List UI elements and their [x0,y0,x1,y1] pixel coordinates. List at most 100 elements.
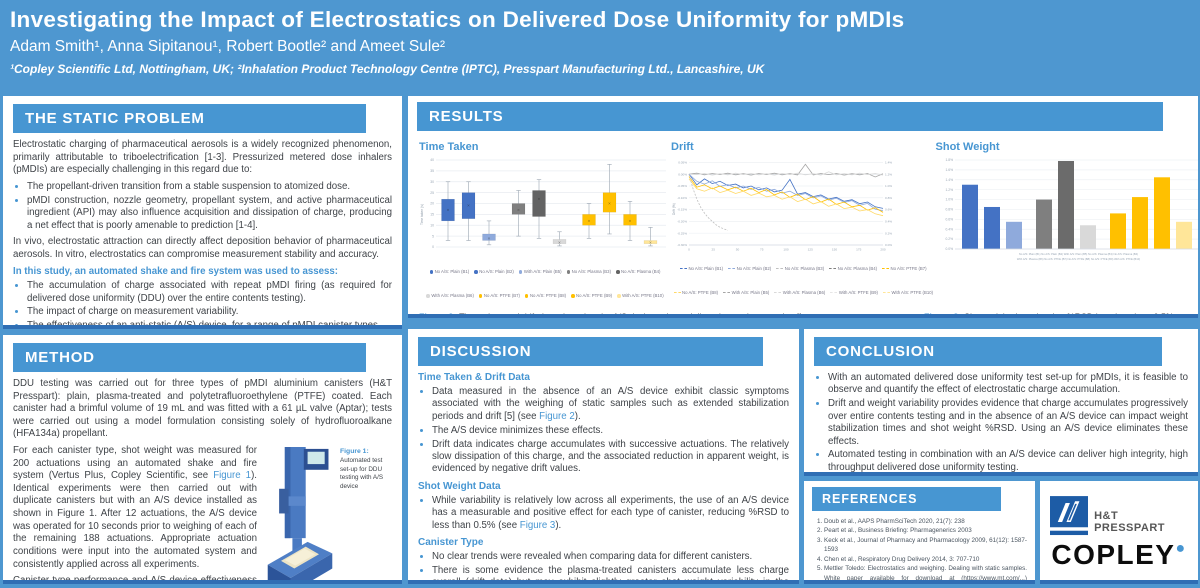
poster-header: Investigating the Impact of Electrostati… [0,0,1200,94]
references-list: Doub et al., AAPS PharmSciTech 2020, 21(… [812,517,1027,580]
list-item: The accumulation of charge associated wi… [27,280,392,305]
figure1-caption-text: Automated test set-up for DDU testing wi… [340,457,384,490]
list-item: The propellant-driven transition from a … [27,181,392,193]
legend-item: With A/S: Plain (B5) [518,269,562,275]
section-references: REFERENCES Doub et al., AAPS PharmSciTec… [804,481,1035,584]
section-static-problem: THE STATIC PROBLEM Electrostatic chargin… [3,96,402,329]
discussion-bullets-2: While variability is relatively low acro… [418,495,789,532]
svg-text:×: × [558,240,561,245]
time-taken-chart-col: Time Taken 0 5 10 15 20 25 30 35 40 Time taken (s… [419,137,671,305]
drift-line-chart: 0.05% 1.4% 0.00% 1.2% -0.05% 1.0% -0.10% 0.8% -0… [672,160,892,252]
svg-text:0.6%: 0.6% [885,208,892,212]
conclusion-bullets: With an automated delivered dose uniform… [814,372,1188,472]
legend-item: No A/S: Plasma (B3) [566,269,611,275]
legend-item: No A/S: Plain (B1) [429,269,469,275]
drift-legend: No A/S: Plain (B1) No A/S: Plain (B2) No A… [671,254,936,302]
svg-text:5: 5 [432,234,434,238]
figure1: Figure 1: Automated test set-up for DDU … [264,447,392,580]
legend-item: With A/S: PTFE (B10) [882,290,933,296]
svg-text:10: 10 [430,223,434,227]
svg-text:20: 20 [430,202,434,206]
list-item: Peart et al., Business Briefing: Pharmag… [824,526,1027,535]
svg-text:-0.30%: -0.30% [677,243,687,247]
list-item: Drift and weight variability provides ev… [828,398,1188,448]
poster-authors: Adam Smith¹, Anna Sipitanou¹, Robert Boo… [10,38,446,55]
svg-text:×: × [588,218,591,223]
list-item: No clear trends were revealed when compa… [432,551,789,563]
svg-text:0.2%: 0.2% [945,237,953,241]
svg-text:0.4%: 0.4% [885,219,892,223]
list-item: Mettler Toledo: Electrostatics and weigh… [824,564,1027,580]
svg-text:0.0%: 0.0% [885,243,892,247]
svg-text:1.2%: 1.2% [945,188,953,192]
drift-chart-col: Drift 0.05% 1.4% 0.00% 1.2% -0.05% 1.0% -0.10%… [671,137,936,305]
method-p2: For each canister type, shot weight was … [13,445,257,570]
legend-item: No A/S: PTFE (B8) [673,290,718,296]
copley-logo-text: COPLEY [1051,539,1176,570]
svg-text:200: 200 [880,248,885,252]
svg-text:0.0%: 0.0% [945,247,953,251]
discussion-bullets-1: Data measured in the absence of an A/S d… [418,386,789,476]
legend-item: No A/S: Plain (B2) [728,266,771,272]
svg-text:×: × [488,236,491,241]
svg-text:0.8%: 0.8% [945,208,953,212]
svg-text:75: 75 [760,248,764,252]
figure2-caption-label: Figure 2: [419,312,457,318]
time-taken-legend: No A/S: Plain (B1) No A/S: Plain (B2) With… [419,257,671,305]
presspart-logo-row: H&T PRESSPART [1050,494,1188,538]
conclusion-heading: CONCLUSION [814,337,1162,366]
legend-item: With A/S: PTFE (B9) [830,290,878,296]
figure2-caption: Figure 2: Time taken and drift data show … [419,312,924,318]
results-captions: Figure 2: Time taken and drift data show … [417,312,1189,318]
list-item: While variability is relatively low acro… [432,495,789,532]
discussion-subhead-2: Shot Weight Data [418,480,501,492]
svg-text:25: 25 [430,191,434,195]
poster-title: Investigating the Impact of Electrostati… [10,7,905,32]
legend-item: With A/S: Plasma (B6) [774,290,825,296]
poster-affiliations: ¹Copley Scientific Ltd, Nottingham, UK; … [10,62,765,76]
legend-item: No A/S: PTFE (B9) [571,293,612,299]
svg-text:1.8%: 1.8% [945,158,953,162]
figure2-caption-text: Time taken and drift data show that the … [459,312,818,318]
legend-item: With A/S: PTFE (B10) [617,293,664,299]
list-item: The impact of charge on measurement vari… [27,306,392,318]
method-p3: Canister type performance and A/S device… [13,575,257,584]
svg-text:0.6%: 0.6% [945,217,953,221]
results-heading: RESULTS [417,102,1163,131]
svg-text:Time taken (s): Time taken (s) [420,204,424,225]
svg-text:1.6%: 1.6% [945,168,953,172]
svg-text:175: 175 [856,248,861,252]
section-discussion: DISCUSSION Time Taken & Drift Data Data … [408,329,799,584]
legend-item: No A/S: Plain (B2) [474,269,514,275]
svg-text:0: 0 [432,245,434,249]
svg-text:×: × [467,203,470,208]
svg-text:×: × [447,208,450,213]
svg-text:With A/S: Plasma (B6) No A/: With A/S: Plasma (B6) No A/S: PTFE (B7) … [1016,257,1139,261]
copley-logo: COPLEY● [1051,541,1186,569]
svg-text:Drift (%): Drift (%) [672,203,676,215]
svg-text:1.0%: 1.0% [885,184,892,188]
svg-text:1.4%: 1.4% [885,160,892,164]
svg-text:-0.20%: -0.20% [677,219,687,223]
figure1-caption: Figure 1: Automated test set-up for DDU … [340,447,390,491]
shot-weight-chart-col: Shot Weight 0.0% 0.2% 0.4% 0.6% 0.8% 1.0% 1.2%… [936,137,1198,305]
shot-weight-bar-chart: 0.0% 0.2% 0.4% 0.6% 0.8% 1.0% 1.2% 1.4% 1.6% 1.8%… [945,158,1198,261]
svg-text:0.4%: 0.4% [945,227,953,231]
list-item: Doub et al., AAPS PharmSciTech 2020, 21(… [824,517,1027,526]
static-problem-bullets: The propellant-driven transition from a … [13,181,392,232]
svg-text:-0.15%: -0.15% [677,208,687,212]
svg-text:No A/S: Plain (B1) No A/S:: No A/S: Plain (B1) No A/S: Plain (B2) Wi… [1018,252,1137,256]
section-logos: H&T PRESSPART COPLEY● [1040,481,1198,584]
legend-item: No A/S: Plasma (B4) [829,266,877,272]
svg-text:1.0%: 1.0% [945,198,953,202]
svg-text:100: 100 [783,248,788,252]
legend-item: No A/S: Plasma (B4) [616,269,660,275]
svg-text:50: 50 [736,248,740,252]
svg-text:×: × [517,208,520,213]
figure1-image [267,447,333,580]
figure3-caption-text: Shot weight data showing %RSD is reduced… [964,312,1174,318]
svg-text:0.2%: 0.2% [885,231,892,235]
svg-text:×: × [538,197,541,202]
list-item: There is some evidence the plasma-treate… [432,565,789,580]
drift-chart-title: Drift [671,141,694,153]
